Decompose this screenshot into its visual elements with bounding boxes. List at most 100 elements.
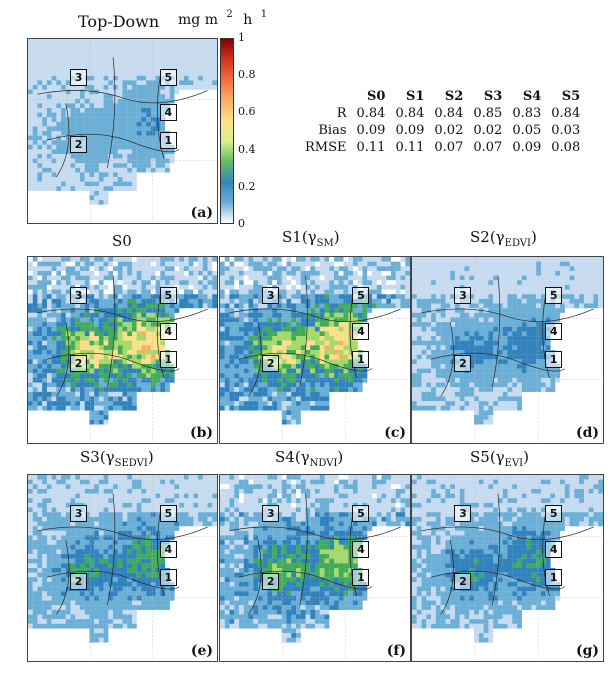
region-box-5: 5 [352,287,370,305]
region-box-2: 2 [262,572,280,590]
table-row-label: RMSE [305,140,347,155]
region-box-3: 3 [262,505,280,523]
region-box-5: 5 [545,505,563,523]
statistics-body: R 0.84 0.84 0.84 0.85 0.83 0.84 Bias 0.09 0.09 0.0… [300,105,585,156]
table-cell: 0.03 [551,123,581,138]
panel-title-close: ) [333,228,340,246]
region-box-4: 4 [159,322,177,340]
panel-title-subscript: EVI [504,458,524,469]
region-box-2: 2 [70,354,88,372]
map-panel-a: 1 2 3 4 5 (a) [27,38,218,224]
panel-title-close: ) [147,448,154,466]
map-panel-d: 1 2 3 4 5 (d) [411,256,604,444]
top-down-label: Top-Down [78,12,160,31]
map-field-c [220,257,410,443]
region-box-3: 3 [70,505,88,523]
map-field-b [28,257,217,443]
panel-title-subscript: SM [316,238,334,249]
region-box-3: 3 [70,287,88,305]
panel-title-d: S2(γEDVI) [470,228,537,249]
colorbar [220,38,234,224]
table-cell: 0.84 [395,106,425,121]
panel-title-close: ) [337,448,344,466]
region-box-3: 3 [454,505,472,523]
region-box-3: 3 [262,287,280,305]
panel-title-text: S4(γ [275,448,310,466]
colorbar-tick-label: 0.6 [238,105,256,119]
table-cell: 0.09 [356,123,386,138]
panel-tag-e: (e) [190,643,213,659]
table-cell: 0.02 [473,123,503,138]
table-column-header [300,88,352,105]
unit-label: mg m 2 h 1 [178,9,268,28]
table-cell: 0.09 [395,123,425,138]
statistics-table: S0 S1 S2 S3 S4 S5 R 0.84 0.84 0.84 0.85 0.83 0.84 Bi… [300,88,585,156]
map-field-g [412,475,603,661]
table-cell: 0.07 [434,140,464,155]
panel-title-b: S0 [112,232,132,250]
region-box-5: 5 [352,505,370,523]
map-panel-f: 1 2 3 4 5 (f) [219,474,411,662]
region-box-1: 1 [352,351,370,368]
panel-tag-g: (g) [575,643,599,659]
panel-tag-b: (b) [189,425,213,441]
map-panel-e: 1 2 3 4 5 (e) [27,474,218,662]
table-cell: 0.84 [356,106,386,121]
table-cell: 0.08 [551,140,581,155]
panel-title-text: S3(γ [80,448,115,466]
unit-exp-1: 2 [226,9,233,20]
panel-title-g: S5(γEVI) [470,448,529,469]
region-box-4: 4 [545,322,563,340]
table-row-label: R [336,106,347,121]
region-box-5: 5 [545,287,563,305]
region-box-3: 3 [70,68,88,86]
panel-title-e: S3(γSEDVI) [80,448,154,469]
table-column-header: S0 [367,89,386,104]
panel-tag-f: (f) [386,643,406,659]
panel-title-text: S0 [112,232,132,250]
colorbar-tick-label: 0 [238,217,245,230]
map-panel-g: 1 2 3 4 5 (g) [411,474,604,662]
table-cell: 0.84 [551,106,581,121]
panel-title-text: S2(γ [470,228,505,246]
table-cell: 0.11 [395,140,425,155]
region-box-5: 5 [159,68,177,86]
panel-tag-d: (d) [575,425,599,441]
region-box-4: 4 [352,540,370,558]
table-column-header: S2 [444,89,464,104]
panel-title-text: S5(γ [470,448,505,466]
region-box-1: 1 [159,132,177,149]
region-box-2: 2 [70,135,88,153]
colorbar-tick-label: 0.4 [238,142,256,156]
region-box-4: 4 [159,104,177,122]
table-cell: 0.02 [434,123,464,138]
region-box-1: 1 [159,569,177,586]
colorbar-tick-label: 0.2 [238,179,256,193]
region-box-4: 4 [352,322,370,340]
map-field-e [28,475,217,661]
region-box-4: 4 [159,540,177,558]
region-box-5: 5 [159,505,177,523]
table-cell: 0.07 [473,140,503,155]
panel-title-subscript: NDVI [309,458,338,469]
colorbar-tick-label: 1 [238,31,245,44]
unit-text: mg m [178,12,218,28]
panel-title-subscript: EDVI [504,238,531,249]
map-field-f [220,475,410,661]
table-row: RMSE 0.11 0.11 0.07 0.07 0.09 0.08 [300,139,585,156]
region-box-4: 4 [545,540,563,558]
table-cell: 0.85 [473,106,503,121]
map-panel-b: 1 2 3 4 5 (b) [27,256,218,444]
region-box-1: 1 [545,351,563,368]
panel-tag-c: (c) [384,425,406,441]
panel-tag-a: (a) [190,205,213,221]
region-box-1: 1 [545,569,563,586]
table-row-label: Bias [318,123,347,138]
region-box-2: 2 [454,354,472,372]
unit-exp-2: 1 [260,9,268,20]
unit-h: h [243,12,253,28]
colorbar-tick-label: 0.8 [238,68,256,82]
table-column-header: S1 [405,89,425,104]
table-cell: 0.84 [434,106,464,121]
panel-title-close: ) [523,448,529,466]
